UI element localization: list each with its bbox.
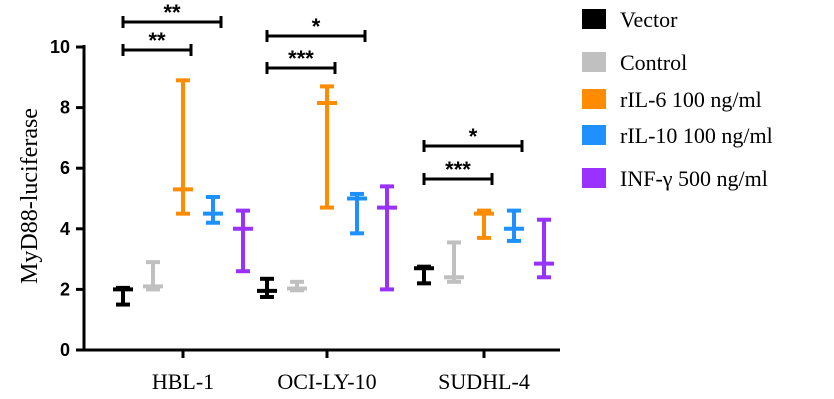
legend-label: rIL-10 100 ng/ml — [620, 123, 773, 148]
significance-bracket: * — [422, 124, 524, 152]
floating-bar-1-1 — [287, 279, 307, 293]
y-tick-label: 6 — [60, 158, 70, 178]
legend: Vector Control rIL-6 100 ng/ml rIL-10 100 n… — [582, 7, 773, 191]
significance-bracket: *** — [265, 46, 337, 74]
y-tick-label: 0 — [60, 340, 70, 360]
significance-bracket: * — [265, 14, 367, 42]
floating-bar-4-1 — [377, 184, 397, 292]
significance-label: *** — [445, 157, 471, 182]
legend-swatch — [582, 52, 606, 72]
floating-bar-0-1 — [257, 276, 277, 299]
x-category-label: SUDHL-4 — [438, 369, 530, 394]
y-tick-label: 2 — [60, 279, 70, 299]
floating-bar-2-1 — [317, 84, 337, 210]
legend-label: rIL-6 100 ng/ml — [620, 87, 762, 112]
legend-label: Control — [620, 50, 687, 75]
floating-bar-1-0 — [143, 260, 163, 292]
legend-swatch — [582, 125, 606, 145]
legend-label: Vector — [620, 7, 678, 32]
floating-bar-4-2 — [534, 217, 554, 280]
legend-swatch — [582, 89, 606, 109]
y-tick-label: 8 — [60, 98, 70, 118]
floating-bar-1-2 — [444, 240, 464, 284]
significance-label: * — [469, 124, 478, 149]
floating-bar-2-0 — [173, 78, 193, 216]
floating-bar-0-0 — [113, 285, 133, 307]
y-axis-label: MyD88-luciferase — [17, 108, 43, 284]
floating-bar-4-0 — [233, 208, 253, 274]
floating-bar-3-0 — [203, 194, 223, 225]
significance-bracket: ** — [121, 0, 223, 28]
significance-label: *** — [288, 46, 314, 71]
legend-swatch — [582, 9, 606, 29]
floating-bar-3-2 — [504, 208, 524, 243]
significance-label: ** — [163, 0, 181, 25]
significance-bracket: *** — [422, 157, 494, 185]
significance-label: * — [312, 14, 321, 39]
x-category-label: OCI-LY-10 — [277, 369, 376, 394]
significance-label: ** — [148, 28, 166, 53]
y-tick-label: 10 — [50, 37, 70, 57]
floating-bar-3-1 — [347, 191, 367, 236]
legend-label: INF-γ 500 ng/ml — [620, 166, 768, 191]
y-tick-label: 4 — [60, 219, 70, 239]
legend-swatch — [582, 168, 606, 188]
floating-bar-2-2 — [474, 208, 494, 240]
significance-bracket: ** — [121, 28, 193, 56]
x-category-label: HBL-1 — [152, 369, 214, 394]
floating-bar-0-2 — [414, 264, 434, 286]
